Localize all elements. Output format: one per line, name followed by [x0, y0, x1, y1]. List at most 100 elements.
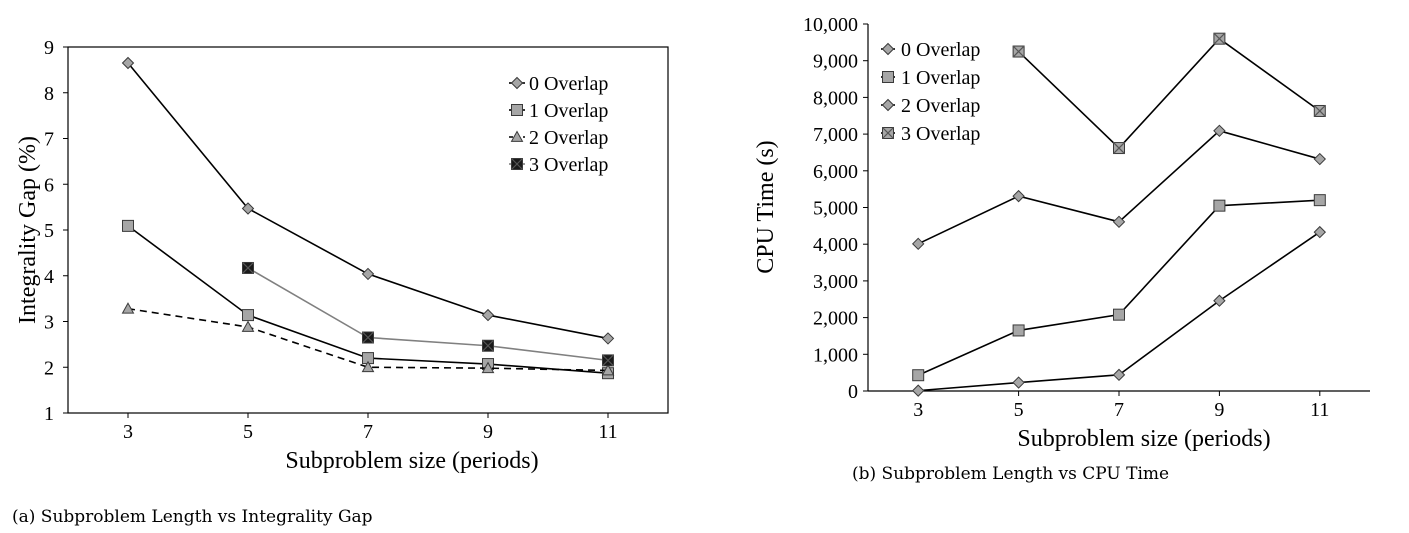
series-3-overlap — [1012, 32, 1326, 155]
x-tick-label: 7 — [363, 421, 373, 443]
legend-entry-0-overlap: 0 Overlap — [881, 39, 980, 61]
data-point-3-overlap — [1313, 104, 1326, 117]
data-point-3-overlap-cross-b — [602, 354, 614, 367]
legend-swatch-marker-cross-b — [882, 127, 894, 139]
data-point-3-overlap-cross-b — [482, 339, 494, 352]
cpu-time-chart: 0 1,000 2,000 3,000 4,000 5,000 6,000 7,000 8,00… — [753, 14, 1370, 452]
legend-swatch-marker-cross-b — [511, 158, 523, 170]
legend-swatch-marker — [882, 71, 894, 83]
y-tick-label: 5,000 — [813, 198, 858, 220]
legend-label: 1 Overlap — [901, 67, 980, 89]
x-tick-label: 5 — [243, 421, 253, 443]
legend-entry-3-overlap: 3 Overlap — [509, 154, 608, 176]
data-point-3-overlap-cross-b — [1012, 45, 1025, 58]
y-tick-label: 3,000 — [813, 271, 858, 293]
x-axis-title: Subproblem size (periods) — [285, 448, 538, 474]
x-tick-label: 3 — [123, 421, 133, 443]
legend-label: 1 Overlap — [529, 100, 608, 122]
data-point-0-overlap — [361, 267, 375, 281]
data-point-3-overlap — [362, 331, 374, 344]
data-point-1-overlap — [122, 219, 134, 232]
legend-swatch-marker — [881, 98, 895, 112]
data-point-0-overlap — [911, 384, 925, 397]
series-3-overlap — [242, 261, 614, 367]
data-point-2-overlap — [241, 320, 255, 332]
legend-swatch-marker — [511, 158, 523, 170]
y-axis-title: Integrality Gap (%) — [15, 136, 41, 324]
data-point-2-overlap — [601, 363, 615, 376]
legend-entry-2-overlap: 2 Overlap — [881, 95, 980, 117]
data-point-2-overlap — [1012, 189, 1025, 203]
data-point-3-overlap — [482, 339, 494, 352]
legend-label: 0 Overlap — [901, 39, 980, 61]
data-point-1-overlap — [1012, 324, 1025, 337]
data-point-3-overlap — [242, 261, 254, 274]
y-tick-label: 8 — [44, 83, 54, 105]
legend-swatch-marker — [882, 127, 894, 139]
y-tick-label: 3 — [44, 312, 54, 334]
data-point-3-overlap-cross-b — [242, 262, 254, 274]
integrality-gap-chart: 1 2 3 4 5 6 7 8 9 3 5 7 9 11 Subproblem size (periods)… — [15, 37, 669, 474]
y-tick-label: 4 — [44, 266, 54, 288]
y-tick-label: 6,000 — [813, 161, 858, 183]
y-tick-label: 4,000 — [813, 234, 858, 256]
series-1-overlap — [912, 194, 1326, 382]
series-line-3-overlap — [247, 267, 609, 362]
data-point-3-overlap-cross-b — [1213, 32, 1226, 45]
data-point-1-overlap — [1113, 308, 1125, 321]
legend-entry-2-overlap: 2 Overlap — [509, 127, 608, 149]
legend-entry-1-overlap: 1 Overlap — [881, 67, 980, 89]
y-tick-label: 0 — [848, 381, 858, 403]
data-point-3-overlap — [602, 354, 614, 367]
y-tick-label: 5 — [44, 220, 54, 242]
legend-swatch-marker — [511, 104, 523, 116]
legend-label: 2 Overlap — [529, 127, 608, 149]
series-1-overlap — [122, 219, 614, 380]
y-tick-label: 7,000 — [813, 124, 858, 146]
data-point-3-overlap-cross-b — [1113, 142, 1125, 154]
x-tick-label: 9 — [1214, 399, 1224, 421]
y-tick-label: 2 — [44, 357, 54, 379]
data-point-0-overlap — [1012, 376, 1025, 389]
legend-entry-0-overlap: 0 Overlap — [509, 73, 608, 95]
series-0-overlap — [121, 56, 615, 345]
legend-label: 2 Overlap — [901, 95, 980, 117]
data-point-2-overlap — [1213, 124, 1226, 138]
legend-entry-1-overlap: 1 Overlap — [509, 100, 608, 122]
y-tick-label: 2,000 — [813, 308, 858, 330]
data-point-3-overlap-cross-b — [1313, 105, 1326, 117]
caption-b: (b) Subproblem Length vs CPU Time — [852, 464, 1169, 484]
x-tick-label: 9 — [483, 421, 493, 443]
legend-swatch-marker — [881, 42, 895, 56]
y-tick-label: 1,000 — [813, 344, 858, 366]
series-2-overlap — [121, 302, 615, 376]
legend-swatch-marker — [510, 76, 524, 90]
y-tick-label: 1 — [44, 403, 54, 425]
series-line-3-overlap — [1018, 37, 1321, 150]
data-point-0-overlap — [121, 56, 135, 70]
legend-label: 0 Overlap — [529, 73, 608, 95]
data-point-2-overlap — [911, 237, 925, 251]
data-point-0-overlap — [601, 332, 615, 345]
data-point-0-overlap — [1313, 225, 1327, 239]
x-tick-label: 11 — [1310, 399, 1329, 421]
data-point-3-overlap — [1012, 45, 1025, 58]
data-point-0-overlap — [241, 202, 255, 215]
data-point-1-overlap — [242, 309, 254, 322]
data-point-2-overlap — [1313, 152, 1327, 166]
data-point-3-overlap — [1113, 142, 1125, 155]
x-tick-label: 3 — [913, 399, 923, 421]
y-axis-title: CPU Time (s) — [753, 140, 779, 273]
data-point-0-overlap — [481, 308, 495, 322]
x-tick-label: 7 — [1114, 399, 1124, 421]
x-tick-label: 11 — [598, 421, 617, 443]
y-tick-label: 7 — [44, 129, 54, 151]
x-tick-label: 5 — [1014, 399, 1024, 421]
data-point-2-overlap — [1112, 215, 1126, 229]
data-point-0-overlap — [1213, 294, 1226, 307]
y-tick-label: 9 — [44, 37, 54, 59]
legend-swatch-marker — [510, 130, 524, 142]
caption-a: (a) Subproblem Length vs Integrality Gap — [12, 507, 373, 527]
y-tick-label: 9,000 — [813, 51, 858, 73]
